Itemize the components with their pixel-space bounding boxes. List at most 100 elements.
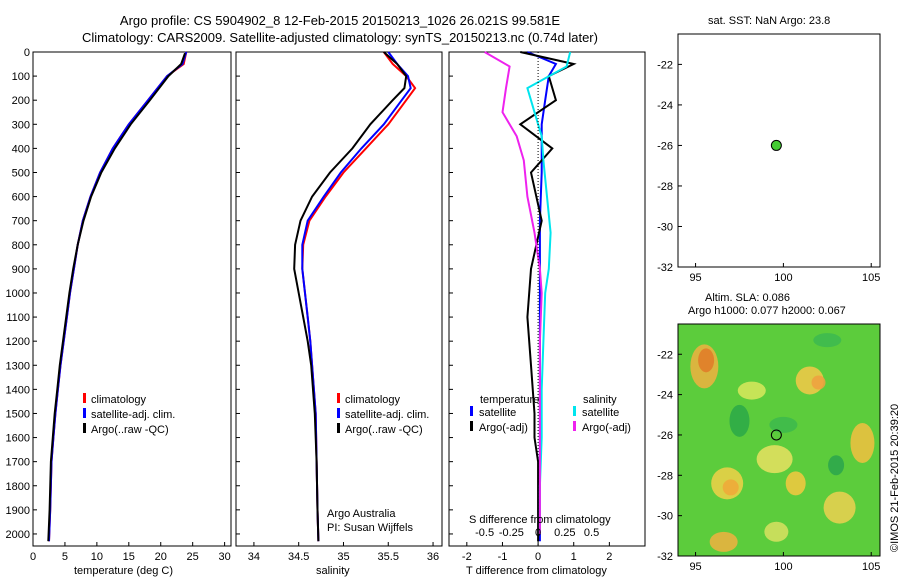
y-tick-label: -24 xyxy=(657,100,673,112)
sla-blob xyxy=(756,445,793,474)
legend-temperature: climatology satellite-adj. clim. Argo(..… xyxy=(83,393,175,438)
y-tick-label: 1300 xyxy=(6,360,30,372)
map-sla-title-2: Argo h1000: 0.077 h2000: 0.067 xyxy=(688,305,846,317)
sla-blob xyxy=(828,455,845,476)
x-tick-label: 105 xyxy=(862,561,880,573)
legend-label: climatology xyxy=(91,394,147,406)
sal-xlabel: salinity xyxy=(316,565,350,577)
sla-blob xyxy=(813,333,842,348)
series-line xyxy=(526,51,572,534)
temp-xlabel: temperature (deg C) xyxy=(74,565,174,577)
x-tick-label: 2 xyxy=(606,551,612,563)
map-sla-title-1: Altim. SLA: 0.086 xyxy=(705,292,790,304)
y-tick-label: 1900 xyxy=(6,505,30,517)
sla-blob xyxy=(850,423,875,464)
legend-salinity: climatology satellite-adj. clim. Argo(..… xyxy=(337,393,429,438)
top-tick-label: 0.25 xyxy=(554,527,575,539)
top-tick-label: 0.5 xyxy=(584,527,599,539)
x-tick-label: 95 xyxy=(689,561,701,573)
y-tick-label: -26 xyxy=(657,140,673,152)
x-tick-label: 1 xyxy=(571,551,577,563)
series-line xyxy=(484,51,543,534)
y-tick-label: 700 xyxy=(12,216,30,228)
x-tick-label: 34.5 xyxy=(288,551,309,563)
x-tick-label: 5 xyxy=(62,551,68,563)
sla-blob xyxy=(811,375,826,390)
y-tick-label: -22 xyxy=(657,349,673,361)
sla-heatmap xyxy=(678,324,880,556)
legend-label: Argo(-adj) xyxy=(582,422,631,434)
map-sst-title: sat. SST: NaN Argo: 23.8 xyxy=(708,15,831,27)
salinity-panel xyxy=(235,51,443,547)
top-tick-label: -0.5 xyxy=(475,527,494,539)
x-tick-label: 15 xyxy=(123,551,135,563)
x-tick-label: 0 xyxy=(535,551,541,563)
legend-item: Argo(-adj) xyxy=(470,421,528,436)
y-tick-label: 600 xyxy=(12,192,30,204)
sla-blob xyxy=(823,491,856,524)
y-tick-label: -24 xyxy=(657,390,673,402)
legend-item: satellite-adj. clim. xyxy=(83,408,175,423)
x-tick-label: 100 xyxy=(774,272,792,284)
legend-item: Argo(..raw -QC) xyxy=(83,423,175,438)
series-line xyxy=(301,51,412,542)
diff-top-label: S difference from climatology xyxy=(469,514,611,526)
legend-item: climatology xyxy=(337,393,429,408)
map-sst-panel xyxy=(677,33,881,268)
legend-label: Argo(..raw -QC) xyxy=(91,424,169,436)
legend-label: Argo(..raw -QC) xyxy=(345,424,423,436)
legend-item: satellite xyxy=(470,406,516,421)
legend-item: satellite-adj. clim. xyxy=(337,408,429,423)
legend-title-salinity: salinity xyxy=(583,394,617,406)
legend-label: satellite-adj. clim. xyxy=(345,409,430,421)
y-tick-label: -30 xyxy=(657,511,673,523)
x-tick-label: 35.5 xyxy=(378,551,399,563)
sla-blob xyxy=(729,404,750,437)
x-tick-label: 105 xyxy=(862,272,880,284)
y-tick-label: 1600 xyxy=(6,433,30,445)
legend-label: Argo(-adj) xyxy=(479,422,528,434)
legend-item: climatology xyxy=(83,393,175,408)
series-line xyxy=(293,51,408,542)
y-tick-label: 0 xyxy=(24,47,30,59)
temperature-panel xyxy=(32,51,232,547)
x-tick-label: 95 xyxy=(689,272,701,284)
y-tick-label: -28 xyxy=(657,470,673,482)
x-tick-label: 36 xyxy=(427,551,439,563)
y-tick-label: 1800 xyxy=(6,481,30,493)
x-tick-label: 30 xyxy=(218,551,230,563)
x-tick-label: 0 xyxy=(30,551,36,563)
difference-panel xyxy=(448,51,646,547)
header-line-1: Argo profile: CS 5904902_8 12-Feb-2015 2… xyxy=(119,13,561,28)
float-position-marker xyxy=(770,139,782,151)
y-tick-label: 500 xyxy=(12,167,30,179)
y-tick-label: 1500 xyxy=(6,408,30,420)
legend-label: climatology xyxy=(345,394,401,406)
top-tick-label: -0.25 xyxy=(499,527,524,539)
diff-xlabel: T difference from climatology xyxy=(466,565,607,577)
y-tick-label: 100 xyxy=(12,71,30,83)
credit-line-1: Argo Australia xyxy=(327,508,396,520)
legend-label: satellite-adj. clim. xyxy=(91,409,176,421)
y-tick-label: -32 xyxy=(657,551,673,563)
sla-blob xyxy=(709,531,738,552)
top-tick-label: 0 xyxy=(535,527,541,539)
y-tick-label: -26 xyxy=(657,430,673,442)
sla-blob xyxy=(785,471,806,496)
y-tick-label: -28 xyxy=(657,181,673,193)
y-tick-label: 300 xyxy=(12,119,30,131)
y-tick-label: 1400 xyxy=(6,384,30,396)
sla-blob xyxy=(722,479,739,496)
x-tick-label: 100 xyxy=(774,561,792,573)
series-line xyxy=(47,52,186,542)
y-tick-label: 2000 xyxy=(6,529,30,541)
y-tick-label: 900 xyxy=(12,264,30,276)
y-tick-label: 400 xyxy=(12,143,30,155)
sla-blob xyxy=(764,521,789,542)
y-tick-label: 800 xyxy=(12,240,30,252)
y-tick-label: 1100 xyxy=(6,312,30,324)
y-tick-label: -32 xyxy=(657,262,673,274)
legend-label: satellite xyxy=(479,407,517,419)
sla-blob xyxy=(769,416,798,433)
